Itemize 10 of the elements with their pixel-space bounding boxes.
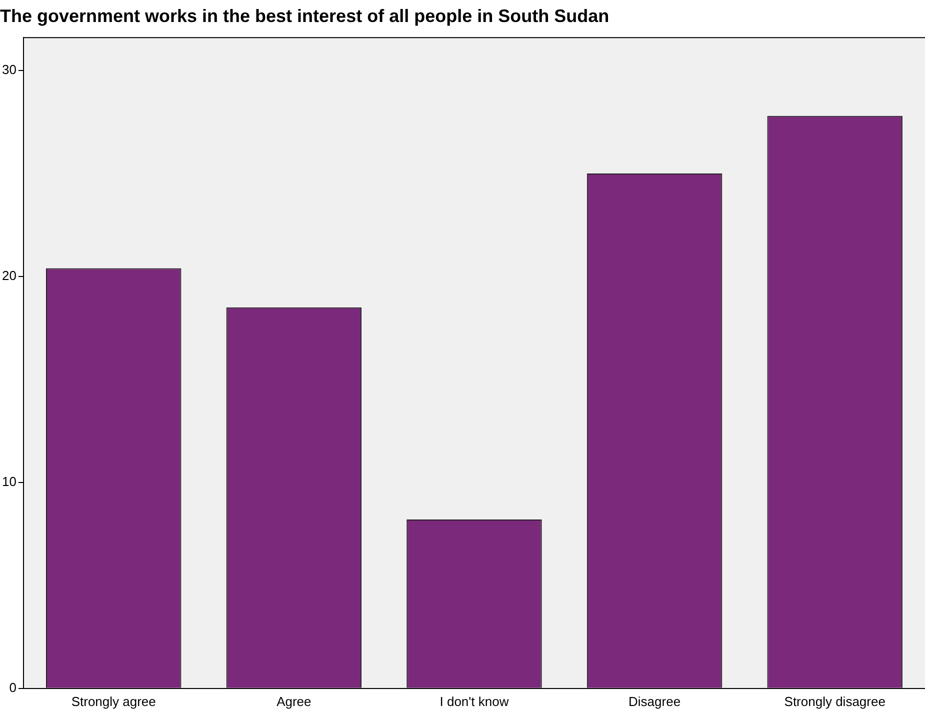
y-tick-label: 0: [9, 680, 16, 695]
x-tick-label: Disagree: [628, 694, 681, 709]
x-tick-label: Strongly agree: [71, 694, 156, 709]
x-tick-label: Agree: [276, 694, 312, 709]
x-tick-label: I don't know: [440, 694, 510, 709]
chart-title: The government works in the best interest of all people in South Sudan: [0, 6, 610, 26]
x-tick-label: Strongly disagree: [784, 694, 886, 709]
y-tick-label: 20: [2, 268, 16, 284]
y-tick-label: 30: [2, 62, 16, 78]
y-tick-label: 10: [2, 474, 16, 490]
